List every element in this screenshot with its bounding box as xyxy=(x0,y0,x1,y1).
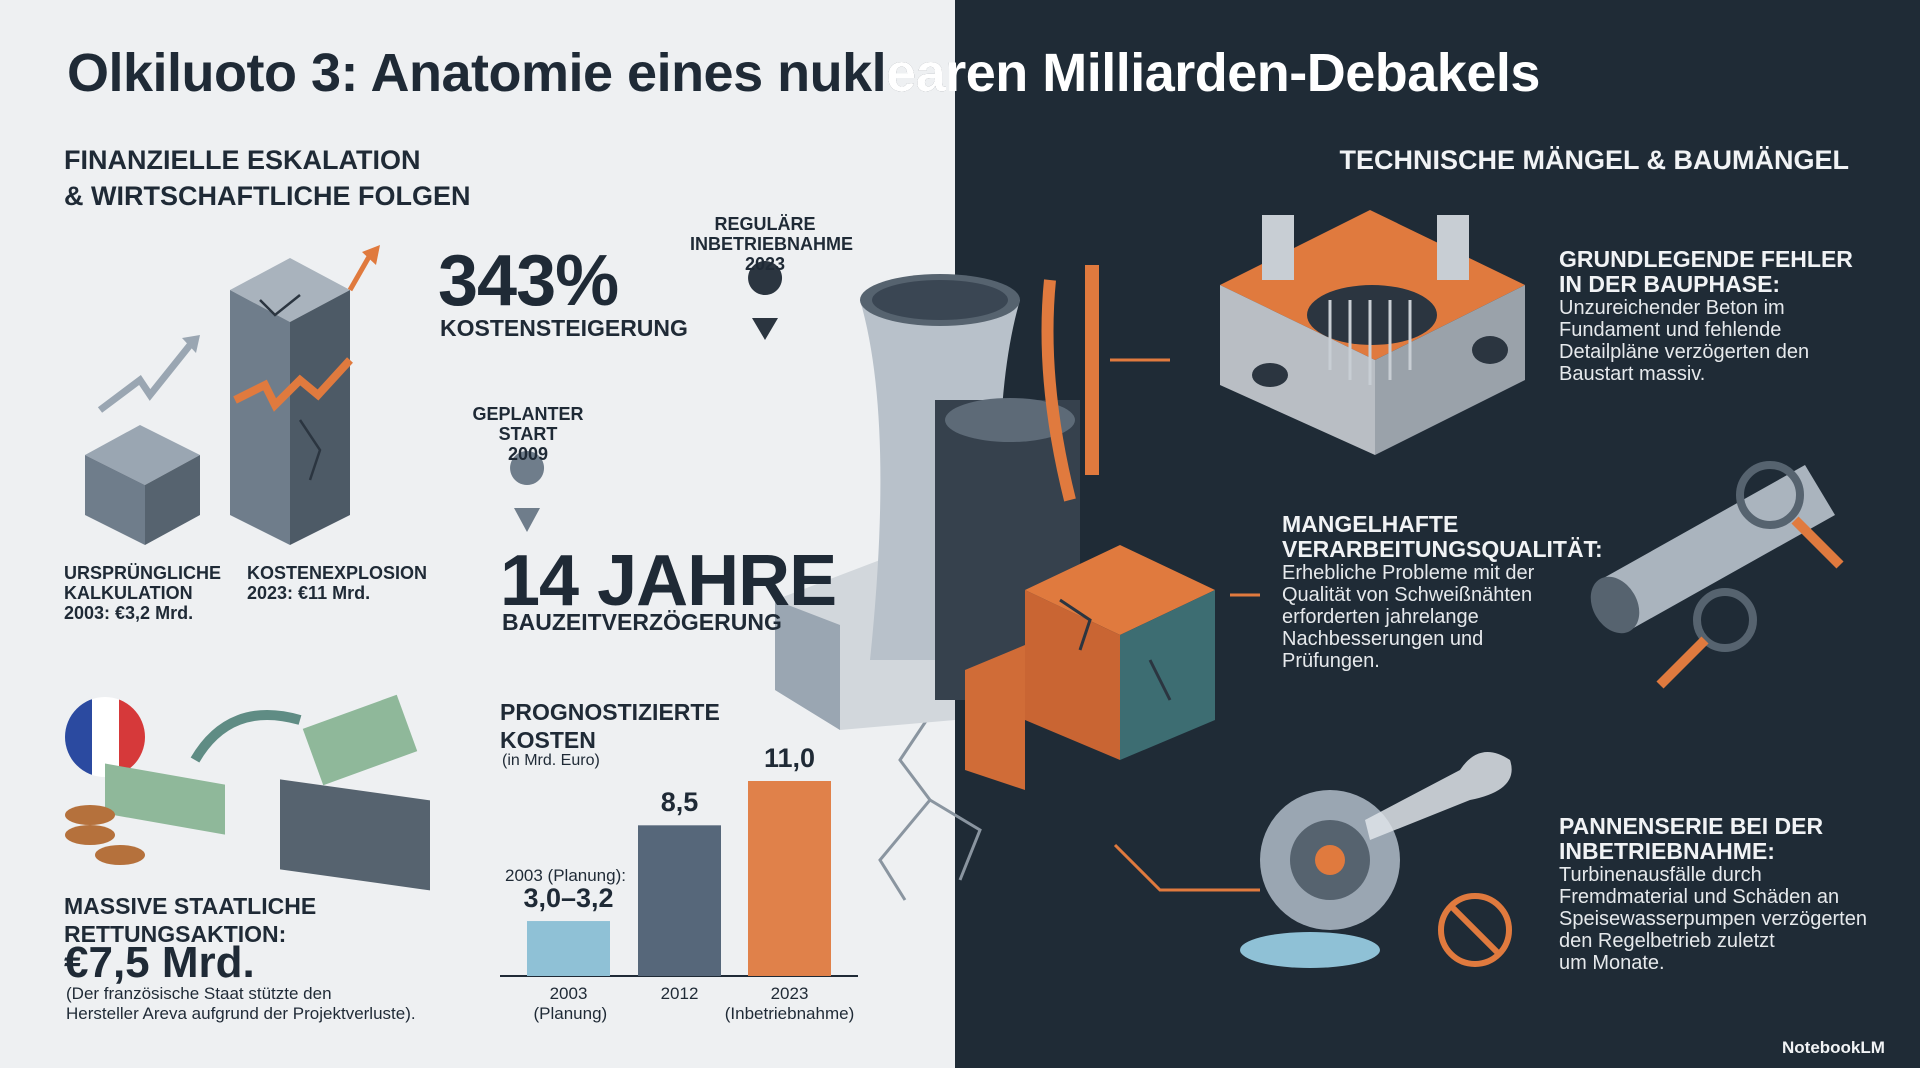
text-line: START xyxy=(498,424,558,444)
pipe xyxy=(1590,461,1844,689)
issue-text: Qualität von Schweißnähten xyxy=(1282,584,1533,606)
text-line: KOSTENEXPLOSION xyxy=(247,563,428,583)
chart-title: PROGNOSTIZIERTE KOSTEN xyxy=(500,699,720,753)
text-line: URSPRÜNGLICHE xyxy=(64,563,222,583)
trend-arrow xyxy=(97,342,193,413)
text-line: Hersteller Areva aufgrund der Projektver… xyxy=(66,1004,416,1023)
issue-text: Prüfungen. xyxy=(1282,650,1380,672)
issue-text: um Monate. xyxy=(1559,952,1665,974)
kpi-value: 14 JAHRE xyxy=(500,541,837,621)
x-tick-label: 2023 (Inbetriebnahme) xyxy=(724,984,855,1023)
issue-text: Unzureichender Beton im xyxy=(1559,297,1785,319)
issue-text: Erhebliche Probleme mit der xyxy=(1282,562,1535,584)
cube-label: KOSTENEXPLOSION 2023: €11 Mrd. xyxy=(247,563,427,603)
money xyxy=(65,694,430,891)
map-pins xyxy=(510,261,783,532)
text-line: 2009 xyxy=(507,444,549,464)
turbine xyxy=(1240,752,1512,968)
chart-annotation: 2003 (Planung): xyxy=(505,866,626,885)
issue-text: Detailpläne verzögerten den xyxy=(1559,341,1810,363)
text-line: MASSIVE STAATLICHE xyxy=(64,893,317,919)
text-line: GEPLANTER xyxy=(472,404,584,424)
bailout-heading: MASSIVE STAATLICHE RETTUNGSAKTION: xyxy=(64,892,316,948)
issue: MANGELHAFTE VERARBEITUNGSQUALITÄT: Erhebli… xyxy=(1282,511,1603,673)
value-label: 11,0 xyxy=(763,743,816,773)
text-line: 2003: €3,2 Mrd. xyxy=(64,603,194,623)
text-line: 2023 xyxy=(744,254,786,274)
orange-arrow xyxy=(347,253,373,292)
milestone: GEPLANTER START 2009 xyxy=(453,404,603,464)
text-line: FINANZIELLE ESKALATION xyxy=(64,145,421,175)
text-line: RETTUNGSAKTION: xyxy=(64,921,287,947)
issue-text: Fremdmaterial und Schäden an xyxy=(1559,886,1840,908)
x-tick-label: 2003 (Planung) xyxy=(533,984,608,1023)
section-heading: FINANZIELLE ESKALATION & WIRTSCHAFTLICHE … xyxy=(64,142,470,214)
issue-heading: GRUNDLEGENDE FEHLER xyxy=(1559,246,1853,272)
issue-heading: INBETRIEBNAHME: xyxy=(1559,838,1775,864)
title: Olkiluoto 3: Anatomie eines nuklearen Mi… xyxy=(67,43,1540,103)
cracks xyxy=(878,699,982,901)
issue-heading: MANGELHAFTE xyxy=(1282,511,1459,537)
issue: PANNENSERIE BEI DER INBETRIEBNAHME: Turbin… xyxy=(1559,813,1867,975)
kpi-value: 343% xyxy=(438,241,619,321)
text-line: REGULÄRE xyxy=(714,214,816,234)
broken-cubes xyxy=(965,545,1215,790)
bar xyxy=(748,781,831,976)
text-line: & WIRTSCHAFTLICHE FOLGEN xyxy=(64,181,471,211)
issue-text: Baustart massiv. xyxy=(1559,363,1706,385)
issue-text: Speisewasserpumpen verzögerten xyxy=(1559,908,1867,930)
cube-label: URSPRÜNGLICHE KALKULATION 2003: €3,2 Mrd. xyxy=(64,563,221,623)
text-line: INBETRIEBNAHME xyxy=(690,234,854,254)
bar xyxy=(527,921,610,976)
bailout-amount: €7,5 Mrd. xyxy=(64,938,255,987)
issue-text: erforderten jahrelange xyxy=(1282,606,1479,628)
chart-subtitle: (in Mrd. Euro) xyxy=(502,752,600,769)
arrow-head xyxy=(362,245,380,265)
x-tick-label: 2012 xyxy=(660,984,699,1003)
foundation xyxy=(1220,210,1525,455)
value-label: 3,0–3,2 xyxy=(523,883,614,914)
kpi-label: BAUZEITVERZÖGERUNG xyxy=(502,609,782,635)
issue-heading: VERARBEITUNGSQUALITÄT: xyxy=(1282,536,1603,562)
reactor-tower xyxy=(775,265,1099,730)
issue-text: den Regelbetrieb zuletzt xyxy=(1559,930,1775,952)
cube-small xyxy=(85,425,200,545)
section-heading: TECHNISCHE MÄNGEL & BAUMÄNGEL xyxy=(1339,145,1849,175)
text-line: 2023: €11 Mrd. xyxy=(247,583,371,603)
value-label: 8,5 xyxy=(660,787,699,818)
issue-text: Fundament und fehlende xyxy=(1559,319,1782,341)
milestone: REGULÄRE INBETRIEBNAHME 2023 xyxy=(690,214,854,274)
issue-text: Nachbesserungen und xyxy=(1282,628,1484,650)
cube-tall xyxy=(230,258,353,545)
text-line: (Der französische Staat stützte den xyxy=(66,984,332,1003)
issue-heading: PANNENSERIE BEI DER xyxy=(1559,813,1824,839)
text-line: KALKULATION xyxy=(64,583,193,603)
issue-text: Turbinenausfälle durch xyxy=(1559,864,1762,886)
arrow-head xyxy=(182,335,200,353)
title: Olkiluoto 3: Anatomie eines nuklearen Mi… xyxy=(67,43,1540,103)
issue-heading: IN DER BAUPHASE: xyxy=(1559,271,1781,297)
bailout-note: (Der französische Staat stützte den Herst… xyxy=(66,984,416,1024)
bar xyxy=(638,825,721,976)
issue: GRUNDLEGENDE FEHLER IN DER BAUPHASE: Unzur… xyxy=(1559,246,1853,386)
brand: NotebookLM xyxy=(1782,1038,1885,1057)
kpi-label: KOSTENSTEIGERUNG xyxy=(440,315,688,341)
orange-lines xyxy=(1110,358,1260,892)
